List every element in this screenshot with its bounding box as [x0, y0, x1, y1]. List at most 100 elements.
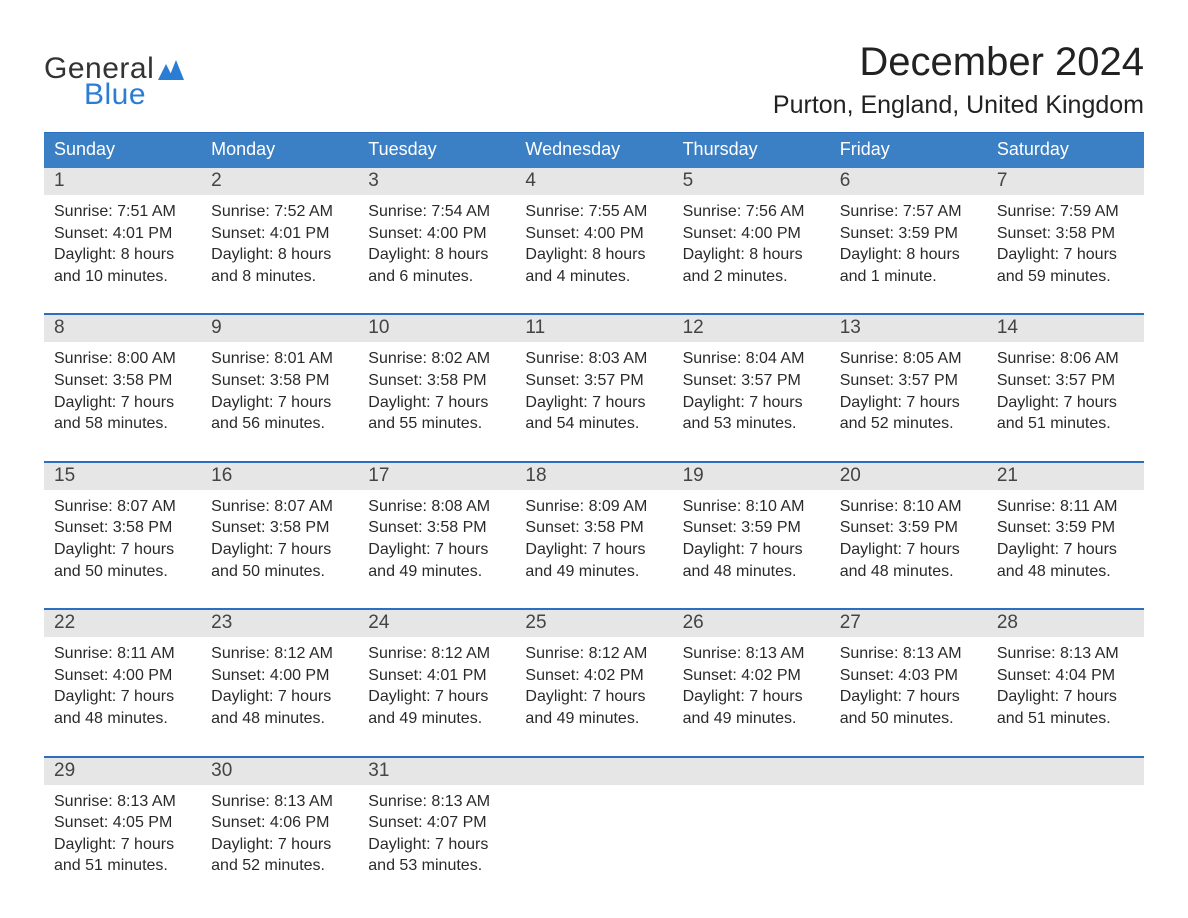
- daylight-line: and 48 minutes.: [211, 708, 348, 730]
- sunset-line: Sunset: 3:58 PM: [211, 517, 348, 539]
- day-number: 3: [368, 168, 505, 195]
- daylight-line: Daylight: 7 hours: [211, 539, 348, 561]
- day-data-cell: Sunrise: 8:11 AMSunset: 3:59 PMDaylight:…: [987, 490, 1144, 582]
- day-data-cell: Sunrise: 7:55 AMSunset: 4:00 PMDaylight:…: [515, 195, 672, 287]
- day-number-row: 293031: [44, 758, 1144, 785]
- day-number-cell: 27: [830, 610, 987, 637]
- daylight-line: Daylight: 7 hours: [54, 539, 191, 561]
- day-data-row: Sunrise: 8:11 AMSunset: 4:00 PMDaylight:…: [44, 637, 1144, 729]
- day-number: 11: [525, 315, 662, 342]
- day-data-cell: Sunrise: 8:12 AMSunset: 4:00 PMDaylight:…: [201, 637, 358, 729]
- day-number: 2: [211, 168, 348, 195]
- sunrise-line: Sunrise: 8:13 AM: [997, 643, 1134, 665]
- daylight-line: Daylight: 7 hours: [525, 686, 662, 708]
- sunrise-line: Sunrise: 8:12 AM: [525, 643, 662, 665]
- sunset-line: Sunset: 3:58 PM: [54, 370, 191, 392]
- daylight-line: Daylight: 7 hours: [54, 834, 191, 856]
- daylight-line: and 4 minutes.: [525, 266, 662, 288]
- day-number: 1: [54, 168, 191, 195]
- day-data-row: Sunrise: 8:07 AMSunset: 3:58 PMDaylight:…: [44, 490, 1144, 582]
- day-number: 13: [840, 315, 977, 342]
- day-number: 6: [840, 168, 977, 195]
- sunrise-line: Sunrise: 8:12 AM: [368, 643, 505, 665]
- day-number-cell: 30: [201, 758, 358, 785]
- sunset-line: Sunset: 3:59 PM: [840, 223, 977, 245]
- daylight-line: and 49 minutes.: [368, 708, 505, 730]
- sunset-line: Sunset: 4:01 PM: [54, 223, 191, 245]
- day-number: 27: [840, 610, 977, 637]
- daylight-line: Daylight: 7 hours: [368, 539, 505, 561]
- logo: General Blue: [44, 40, 184, 112]
- daylight-line: and 6 minutes.: [368, 266, 505, 288]
- day-number-cell: 21: [987, 463, 1144, 490]
- daylight-line: and 48 minutes.: [997, 561, 1134, 583]
- daylight-line: and 8 minutes.: [211, 266, 348, 288]
- daylight-line: Daylight: 7 hours: [840, 539, 977, 561]
- sunset-line: Sunset: 3:58 PM: [54, 517, 191, 539]
- daylight-line: and 48 minutes.: [54, 708, 191, 730]
- daylight-line: Daylight: 7 hours: [525, 539, 662, 561]
- day-number-cell: 15: [44, 463, 201, 490]
- sunrise-line: Sunrise: 8:13 AM: [211, 791, 348, 813]
- sunset-line: Sunset: 4:00 PM: [683, 223, 820, 245]
- sunset-line: Sunset: 4:01 PM: [368, 665, 505, 687]
- day-number-cell: 13: [830, 315, 987, 342]
- sunrise-line: Sunrise: 8:05 AM: [840, 348, 977, 370]
- day-data-cell: Sunrise: 7:51 AMSunset: 4:01 PMDaylight:…: [44, 195, 201, 287]
- daylight-line: Daylight: 7 hours: [997, 392, 1134, 414]
- sunrise-line: Sunrise: 7:54 AM: [368, 201, 505, 223]
- day-data-row: Sunrise: 8:00 AMSunset: 3:58 PMDaylight:…: [44, 342, 1144, 434]
- day-number-cell: [673, 758, 830, 785]
- sunrise-line: Sunrise: 8:10 AM: [683, 496, 820, 518]
- day-number-cell: 16: [201, 463, 358, 490]
- day-number-cell: [987, 758, 1144, 785]
- month-title: December 2024: [773, 40, 1144, 85]
- daylight-line: and 53 minutes.: [683, 413, 820, 435]
- weekday-header-row: Sunday Monday Tuesday Wednesday Thursday…: [44, 133, 1144, 168]
- daylight-line: Daylight: 7 hours: [683, 539, 820, 561]
- day-number: 21: [997, 463, 1134, 490]
- daylight-line: Daylight: 7 hours: [525, 392, 662, 414]
- sunset-line: Sunset: 3:58 PM: [211, 370, 348, 392]
- sunrise-line: Sunrise: 8:13 AM: [368, 791, 505, 813]
- day-number: 18: [525, 463, 662, 490]
- sunrise-line: Sunrise: 8:06 AM: [997, 348, 1134, 370]
- weekday-saturday: Saturday: [987, 133, 1144, 168]
- calendar-weeks: 1234567Sunrise: 7:51 AMSunset: 4:01 PMDa…: [44, 168, 1144, 877]
- day-data-cell: Sunrise: 8:06 AMSunset: 3:57 PMDaylight:…: [987, 342, 1144, 434]
- sunset-line: Sunset: 4:00 PM: [368, 223, 505, 245]
- sunrise-line: Sunrise: 8:00 AM: [54, 348, 191, 370]
- sunset-line: Sunset: 3:59 PM: [683, 517, 820, 539]
- day-number: 7: [997, 168, 1134, 195]
- sunset-line: Sunset: 3:57 PM: [840, 370, 977, 392]
- day-data-cell: Sunrise: 8:08 AMSunset: 3:58 PMDaylight:…: [358, 490, 515, 582]
- daylight-line: and 50 minutes.: [840, 708, 977, 730]
- day-data-cell: [673, 785, 830, 877]
- daylight-line: and 55 minutes.: [368, 413, 505, 435]
- sunrise-line: Sunrise: 7:52 AM: [211, 201, 348, 223]
- day-data-cell: Sunrise: 8:09 AMSunset: 3:58 PMDaylight:…: [515, 490, 672, 582]
- day-data-cell: Sunrise: 7:54 AMSunset: 4:00 PMDaylight:…: [358, 195, 515, 287]
- day-number: 30: [211, 758, 348, 785]
- day-data-cell: Sunrise: 8:07 AMSunset: 3:58 PMDaylight:…: [44, 490, 201, 582]
- daylight-line: and 10 minutes.: [54, 266, 191, 288]
- day-number-cell: 23: [201, 610, 358, 637]
- daylight-line: and 51 minutes.: [997, 708, 1134, 730]
- day-data-cell: Sunrise: 8:13 AMSunset: 4:06 PMDaylight:…: [201, 785, 358, 877]
- daylight-line: Daylight: 7 hours: [997, 686, 1134, 708]
- daylight-line: and 50 minutes.: [54, 561, 191, 583]
- daylight-line: Daylight: 8 hours: [683, 244, 820, 266]
- daylight-line: Daylight: 7 hours: [683, 686, 820, 708]
- sunset-line: Sunset: 4:06 PM: [211, 812, 348, 834]
- daylight-line: Daylight: 7 hours: [683, 392, 820, 414]
- day-data-cell: Sunrise: 8:05 AMSunset: 3:57 PMDaylight:…: [830, 342, 987, 434]
- day-number: 20: [840, 463, 977, 490]
- day-number-cell: 28: [987, 610, 1144, 637]
- day-data-cell: Sunrise: 8:13 AMSunset: 4:07 PMDaylight:…: [358, 785, 515, 877]
- day-number: 29: [54, 758, 191, 785]
- day-data-cell: Sunrise: 8:04 AMSunset: 3:57 PMDaylight:…: [673, 342, 830, 434]
- day-number: 26: [683, 610, 820, 637]
- logo-text-blue: Blue: [84, 78, 184, 112]
- daylight-line: and 51 minutes.: [54, 855, 191, 877]
- day-number: 4: [525, 168, 662, 195]
